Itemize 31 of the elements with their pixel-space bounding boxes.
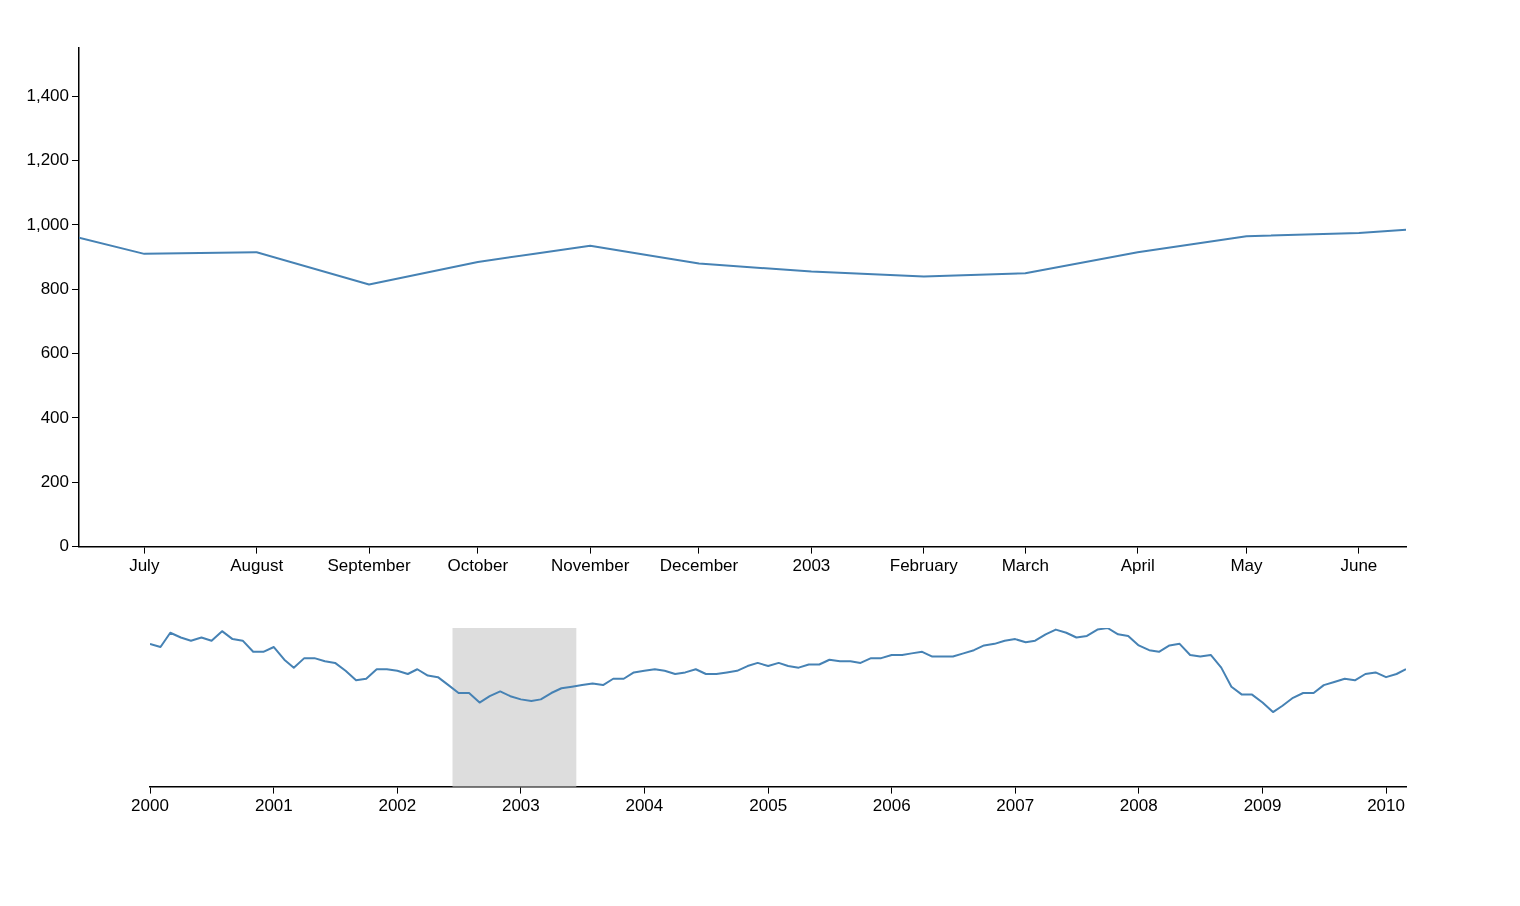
x-tick-label: July [129, 556, 160, 576]
x-tick-label: 2008 [1119, 796, 1158, 816]
x-tick-label: February [889, 556, 959, 576]
x-tick-label: 2003 [501, 796, 540, 816]
x-tick-label: March [1001, 556, 1049, 576]
x-tick-label: November [551, 556, 630, 576]
y-tick-label: 1,000 [26, 214, 69, 234]
x-tick-label: September [327, 556, 411, 576]
x-tick-label: August [230, 556, 284, 576]
y-tick-label: 600 [40, 343, 69, 363]
y-tick-label: 0 [59, 536, 69, 556]
x-tick-label: April [1120, 556, 1155, 576]
x-tick-label: 2005 [749, 796, 788, 816]
y-tick-label: 1,200 [26, 150, 69, 170]
y-tick-label: 1,400 [26, 85, 69, 105]
x-tick-label: 2010 [1367, 796, 1405, 816]
x-tick-label: 2009 [1243, 796, 1282, 816]
x-tick-label: 2006 [872, 796, 911, 816]
x-tick-label: December [659, 556, 739, 576]
y-tick-label: 800 [40, 278, 69, 298]
x-tick-label: June [1340, 556, 1378, 576]
x-tick-label: 2001 [254, 796, 293, 816]
x-tick-label: 2007 [996, 796, 1035, 816]
y-tick-label: 400 [40, 407, 69, 427]
y-tick-label: 200 [40, 471, 69, 491]
x-tick-label: 2003 [792, 556, 831, 576]
x-tick-label: 2004 [625, 796, 664, 816]
x-tick-label: 2002 [378, 796, 417, 816]
x-tick-label: 2000 [131, 796, 169, 816]
x-tick-label: May [1230, 556, 1264, 576]
x-tick-label: October [447, 556, 509, 576]
